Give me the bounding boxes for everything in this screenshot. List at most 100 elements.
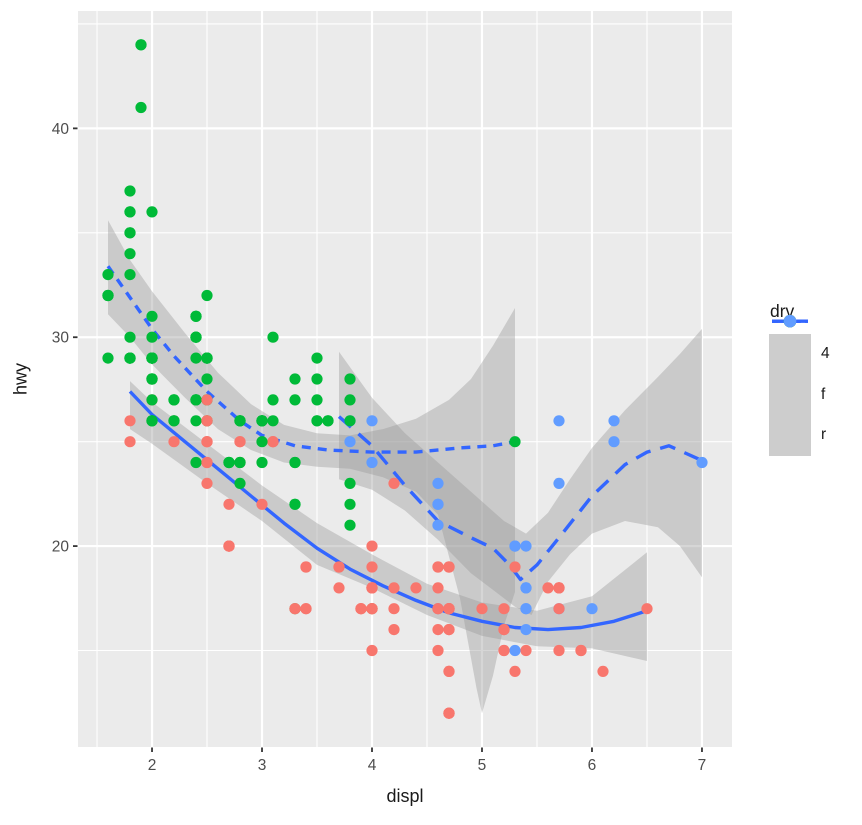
data-point-drv-4 [201,394,213,406]
data-point-drv-f [135,39,147,51]
data-point-drv-f [124,248,136,260]
data-point-drv-f [124,352,136,364]
data-point-drv-4 [443,603,455,615]
data-point-drv-f [289,373,301,385]
legend-entry-r: r [769,314,830,456]
data-point-drv-4 [553,644,565,657]
data-point-drv-r [432,519,444,531]
data-point-drv-4 [498,603,510,615]
data-point-drv-f [234,477,246,489]
data-point-drv-4 [366,582,378,594]
data-point-drv-4 [267,436,279,448]
data-point-drv-r [366,415,378,427]
data-point-drv-r [553,477,565,489]
data-point-drv-f [311,352,323,364]
plot-panel [78,11,732,747]
data-point-drv-4 [509,561,521,573]
data-point-drv-r [520,624,532,636]
data-point-drv-4 [355,603,367,615]
data-point-drv-f [311,373,323,385]
data-point-drv-f [234,415,246,427]
data-point-drv-4 [388,603,400,615]
data-point-drv-f [124,331,136,343]
data-point-drv-f [267,331,279,343]
data-point-drv-4 [366,644,378,657]
data-point-drv-f [124,269,136,281]
data-point-drv-4 [366,561,378,573]
data-point-drv-4 [388,624,400,636]
data-point-drv-4 [432,561,444,573]
data-point-drv-4 [366,603,378,615]
legend-key-swatch [769,314,811,456]
data-point-drv-f [289,498,301,510]
data-point-drv-4 [201,456,213,469]
data-point-drv-4 [476,603,488,615]
data-point-drv-r [553,415,565,427]
data-point-drv-4 [256,498,268,510]
data-point-drv-f [201,289,213,302]
data-point-drv-4 [388,582,400,594]
data-point-drv-f [311,394,323,406]
x-tick-label: 7 [698,757,707,774]
data-point-drv-4 [509,665,521,678]
data-point-drv-r [608,436,620,448]
data-point-drv-4 [366,540,378,552]
data-point-drv-r [509,644,521,657]
data-point-drv-f [256,436,268,448]
data-point-drv-f [256,456,268,469]
data-point-drv-4 [432,644,444,657]
data-point-drv-4 [124,415,136,427]
data-point-drv-f [256,415,268,427]
data-point-drv-4 [553,582,565,594]
data-point-drv-4 [520,644,532,657]
data-point-drv-4 [498,624,510,636]
x-tick-label: 4 [368,757,377,774]
data-point-drv-r [520,540,532,552]
data-point-drv-4 [201,436,213,448]
data-point-drv-f [509,436,521,448]
legend-key-point [783,314,797,328]
legend-entry-label: r [821,426,827,444]
data-point-drv-4 [300,603,312,615]
data-point-drv-f [344,373,356,385]
data-point-drv-f [289,456,301,469]
data-point-drv-f [124,185,136,197]
y-tick-label: 40 [52,121,70,138]
data-point-drv-f [344,477,356,489]
data-point-drv-4 [223,498,235,510]
legend-entry-f: f [769,314,830,415]
data-point-drv-f [289,394,301,406]
data-point-drv-f [146,415,158,427]
data-point-drv-f [344,415,356,427]
x-tick-label: 3 [258,757,267,774]
data-point-drv-4 [553,603,565,615]
data-point-drv-f [146,394,158,406]
confidence-ribbon-f [108,220,515,714]
data-point-drv-f [168,394,180,406]
data-point-drv-r [432,477,444,489]
data-point-drv-r [509,540,521,552]
data-point-drv-f [201,373,213,385]
data-point-drv-f [267,415,279,427]
data-point-drv-f [124,206,136,218]
data-point-drv-r [366,456,378,469]
data-point-drv-4 [300,561,312,573]
data-point-drv-4 [201,415,213,427]
data-point-drv-f [223,456,235,469]
data-point-drv-f [190,415,202,427]
data-point-drv-f [146,206,158,218]
data-point-drv-f [124,227,136,239]
legend-entry-label: 4 [821,345,830,363]
data-point-drv-4 [432,582,444,594]
data-point-drv-r [520,582,532,594]
data-point-drv-f [234,456,246,469]
data-point-drv-f [190,331,202,343]
confidence-ribbon-r [339,328,702,615]
data-point-drv-r [586,603,598,615]
legend-entry-label: f [821,385,826,403]
data-point-drv-4 [443,665,455,678]
data-point-drv-4 [641,603,653,615]
